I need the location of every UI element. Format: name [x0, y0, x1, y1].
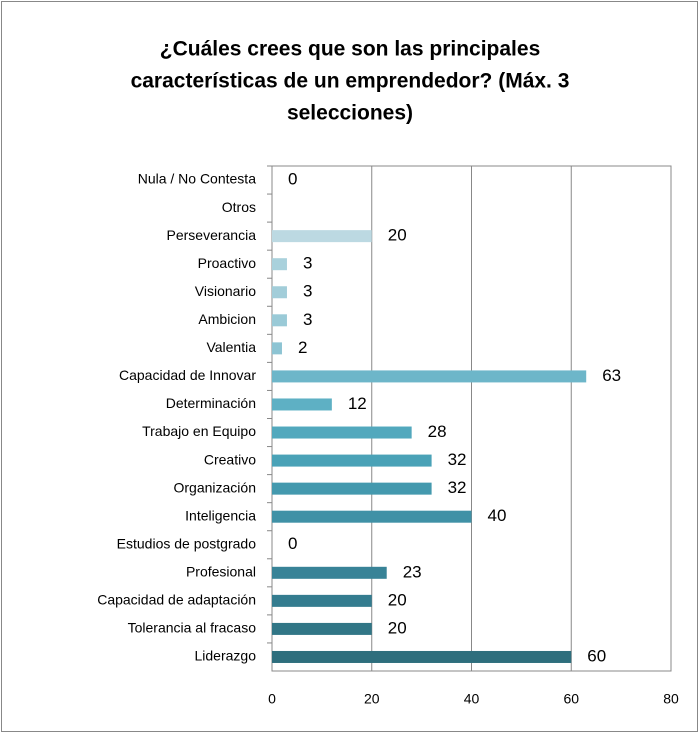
data-label: 23 [403, 562, 422, 581]
y-tick-label: Tolerancia al fracaso [128, 620, 257, 636]
bar [272, 594, 372, 607]
data-label: 20 [388, 618, 407, 637]
y-tick-label: Perseverancia [167, 227, 257, 243]
chart-title: ¿Cuáles crees que son las principales [160, 38, 541, 61]
chart-title: características de un emprendedor? (Máx.… [131, 70, 570, 93]
y-tick-label: Visionario [195, 283, 256, 299]
data-label: 20 [388, 590, 407, 609]
y-tick-label: Ambicion [198, 311, 256, 327]
chart-title: selecciones) [287, 102, 413, 125]
y-tick-label: Estudios de postgrado [117, 535, 257, 551]
bar [272, 454, 432, 467]
data-label: 63 [602, 366, 621, 385]
data-label: 40 [488, 506, 507, 525]
x-tick-label: 80 [663, 691, 679, 707]
bar [272, 510, 472, 523]
data-label: 2 [298, 338, 307, 357]
y-tick-label: Otros [222, 199, 256, 215]
y-tick-label: Trabajo en Equipo [142, 423, 256, 439]
y-tick-label: Capacidad de adaptación [97, 592, 256, 608]
bar [272, 566, 387, 579]
bar [272, 258, 287, 271]
data-label: 3 [303, 282, 312, 301]
y-tick-label: Determinación [166, 395, 256, 411]
data-label: 3 [303, 254, 312, 273]
y-tick-label: Proactivo [198, 255, 257, 271]
data-label: 32 [448, 478, 467, 497]
x-tick-label: 40 [464, 691, 480, 707]
x-tick-label: 60 [563, 691, 579, 707]
bar [272, 650, 572, 663]
data-label: 20 [388, 226, 407, 245]
bar [272, 398, 332, 411]
data-label: 0 [288, 534, 297, 553]
bar [272, 370, 587, 383]
y-tick-label: Liderazgo [195, 648, 257, 664]
bar [272, 286, 287, 299]
data-label: 0 [288, 170, 297, 189]
data-label: 3 [303, 310, 312, 329]
bar [272, 482, 432, 495]
x-tick-label: 0 [268, 691, 276, 707]
data-label: 12 [348, 394, 367, 413]
y-tick-label: Creativo [204, 451, 256, 467]
x-tick-label: 20 [364, 691, 380, 707]
bar [272, 622, 372, 635]
data-label: 28 [428, 422, 447, 441]
bar [272, 314, 287, 327]
y-tick-label: Capacidad de Innovar [119, 367, 256, 383]
data-label: 32 [448, 450, 467, 469]
y-tick-label: Organización [174, 479, 257, 495]
data-label: 60 [587, 646, 606, 665]
y-tick-label: Profesional [186, 564, 256, 580]
bar [272, 342, 282, 355]
y-tick-label: Nula / No Contesta [138, 171, 256, 187]
bar [272, 426, 412, 439]
y-tick-label: Valentia [206, 339, 256, 355]
bar [272, 230, 372, 243]
y-tick-label: Inteligencia [185, 507, 256, 523]
